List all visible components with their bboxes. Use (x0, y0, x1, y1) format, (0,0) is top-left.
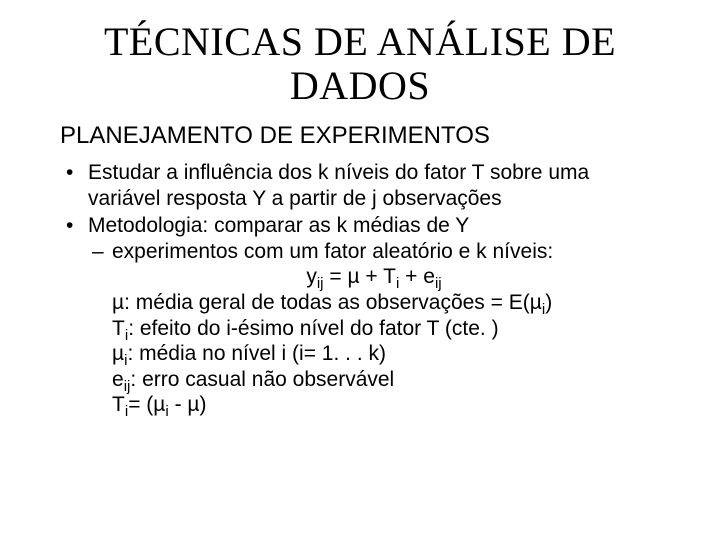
line-mu-a: µ: média geral de todas as observações =… (112, 291, 542, 314)
line-ti-b: : efeito do i-ésimo nível do fator T (ct… (128, 317, 498, 340)
eq-part2: + e (399, 265, 435, 288)
line-tieq-c: - µ) (169, 393, 207, 416)
equation-line: yij = µ + Ti + eij (88, 264, 660, 290)
line-mu-b: ) (545, 291, 552, 314)
bullet-2-text: Metodologia: comparar as k médias de Y (88, 214, 469, 237)
line-eij: eij: erro casual não observável (112, 367, 660, 393)
definition-lines: µ: média geral de todas as observações =… (88, 290, 660, 418)
line-mui-a: µ (112, 342, 124, 365)
sub-bullet-1: experimentos com um fator aleatório e k … (88, 239, 660, 265)
eq-y: y (306, 265, 317, 288)
line-ti: Ti: efeito do i-ésimo nível do fator T (… (112, 316, 660, 342)
sub-bullet-list: experimentos com um fator aleatório e k … (88, 239, 660, 265)
line-mui: µi: média no nível i (i= 1. . . k) (112, 341, 660, 367)
slide-container: TÉCNICAS DE ANÁLISE DE DADOS PLANEJAMENT… (0, 0, 720, 440)
line-mu: µ: média geral de todas as observações =… (112, 290, 660, 316)
line-eij-b: : erro casual não observável (130, 368, 394, 391)
line-mui-b: : média no nível i (i= 1. . . k) (127, 342, 386, 365)
bullet-1: Estudar a influência dos k níveis do fat… (60, 160, 660, 211)
bullet-2: Metodologia: comparar as k médias de Y e… (60, 213, 660, 418)
line-tieq-a: T (112, 393, 125, 416)
line-tieq-b: = (µ (128, 393, 165, 416)
bullet-list: Estudar a influência dos k níveis do fat… (60, 160, 660, 418)
line-eij-a: e (112, 368, 124, 391)
line-tieq: Ti= (µi - µ) (112, 392, 660, 418)
line-ti-a: T (112, 317, 125, 340)
slide-subtitle: PLANEJAMENTO DE EXPERIMENTOS (60, 122, 660, 150)
slide-title: TÉCNICAS DE ANÁLISE DE DADOS (60, 20, 660, 108)
eq-part1: = µ + T (324, 265, 396, 288)
